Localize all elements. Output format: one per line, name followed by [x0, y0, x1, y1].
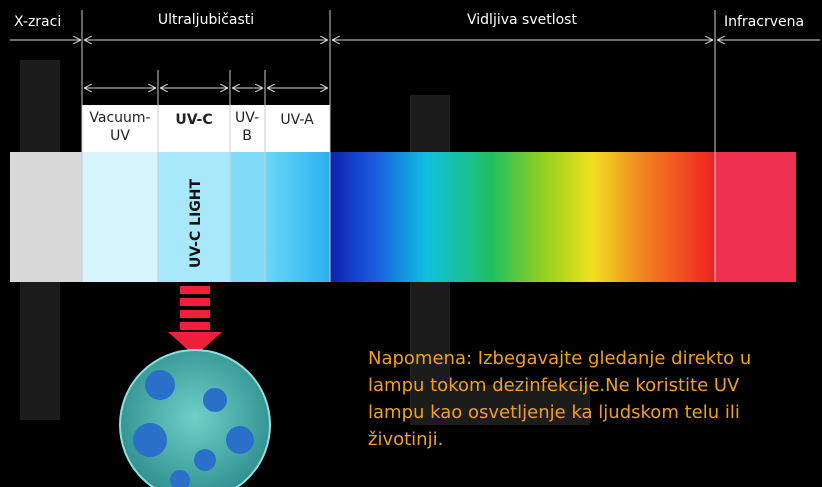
subregion-label: UV [110, 128, 130, 144]
subregion-label: UV- [235, 110, 259, 126]
subregion-label: B [242, 128, 252, 144]
note-line: Napomena: Izbegavajte gledanje direkto u [368, 348, 751, 369]
region-label: X-zraci [14, 14, 61, 30]
region-label: Ultraljubičasti [158, 12, 254, 28]
diagram: X-zraci Ultraljubičasti Vidljiva svetlos… [0, 0, 822, 487]
subregion-label: UV-C [175, 112, 212, 128]
note-line: lampu tokom dezinfekcije.Ne koristite UV [368, 375, 740, 396]
note-line: životinji. [368, 429, 443, 450]
range-arrows [10, 40, 820, 88]
red-arrow [168, 286, 222, 356]
subregion-label: Vacuum- [89, 110, 150, 126]
region-label: Infracrvena [724, 14, 804, 30]
lamp-label: UV-C LIGHT [188, 179, 204, 268]
subregion-label: UV-A [280, 112, 314, 128]
region-label: Vidljiva svetlost [467, 12, 577, 28]
note-line: lampu kao osvetljenje ka ljudskom telu i… [368, 402, 740, 423]
virus-illustration [120, 350, 270, 487]
